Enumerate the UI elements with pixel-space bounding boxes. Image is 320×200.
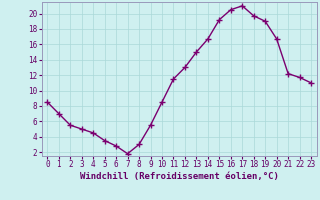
X-axis label: Windchill (Refroidissement éolien,°C): Windchill (Refroidissement éolien,°C) [80,172,279,181]
